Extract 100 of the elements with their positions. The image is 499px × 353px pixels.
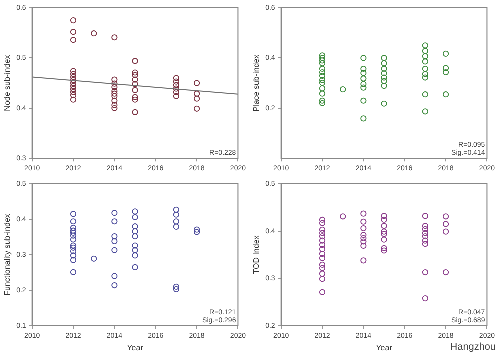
point bbox=[360, 116, 367, 122]
point bbox=[319, 100, 326, 106]
point bbox=[319, 72, 326, 80]
point bbox=[319, 246, 326, 252]
point bbox=[112, 218, 118, 225]
point bbox=[173, 93, 180, 100]
point bbox=[422, 230, 428, 236]
point bbox=[173, 89, 180, 96]
point bbox=[360, 235, 367, 242]
point bbox=[112, 98, 118, 104]
point bbox=[173, 284, 180, 290]
point bbox=[112, 233, 118, 240]
point bbox=[422, 269, 428, 276]
point bbox=[381, 228, 388, 235]
point bbox=[70, 248, 77, 254]
point bbox=[319, 289, 326, 296]
point bbox=[422, 66, 428, 72]
point bbox=[422, 42, 428, 49]
point bbox=[173, 212, 180, 218]
point bbox=[422, 233, 428, 240]
point bbox=[132, 81, 138, 88]
point bbox=[173, 206, 180, 213]
point bbox=[422, 241, 428, 248]
point bbox=[340, 214, 346, 220]
point bbox=[340, 86, 346, 93]
point bbox=[381, 70, 388, 77]
point bbox=[112, 102, 118, 108]
point bbox=[319, 276, 326, 282]
point bbox=[194, 229, 200, 236]
point bbox=[70, 92, 77, 98]
point bbox=[112, 93, 118, 100]
point bbox=[70, 257, 77, 264]
y-axis-title: Node sub-index bbox=[3, 55, 12, 112]
point bbox=[442, 92, 450, 98]
point bbox=[442, 50, 450, 57]
point bbox=[319, 226, 326, 233]
point bbox=[442, 228, 450, 235]
point bbox=[360, 238, 367, 245]
point bbox=[132, 70, 138, 76]
point bbox=[319, 255, 326, 262]
point bbox=[319, 230, 326, 236]
point bbox=[70, 218, 77, 225]
point bbox=[422, 53, 428, 60]
point bbox=[132, 76, 138, 83]
point bbox=[422, 223, 428, 230]
point bbox=[442, 69, 450, 76]
point bbox=[70, 211, 77, 218]
point bbox=[319, 86, 326, 92]
point bbox=[132, 233, 138, 240]
point bbox=[91, 30, 98, 37]
point bbox=[319, 233, 326, 240]
point bbox=[132, 87, 138, 94]
point bbox=[112, 238, 118, 245]
point bbox=[132, 247, 138, 254]
point bbox=[70, 96, 77, 103]
point bbox=[381, 216, 388, 224]
point bbox=[381, 83, 388, 90]
point bbox=[381, 55, 388, 62]
point bbox=[70, 269, 77, 276]
point bbox=[194, 90, 200, 97]
y-axis-title: Functionality sub-index bbox=[3, 214, 12, 296]
point bbox=[319, 90, 326, 97]
point bbox=[360, 70, 367, 76]
point bbox=[112, 80, 118, 87]
point bbox=[422, 48, 428, 54]
point bbox=[422, 92, 428, 98]
point bbox=[70, 68, 77, 74]
point bbox=[173, 86, 180, 92]
point bbox=[381, 60, 388, 67]
point bbox=[381, 100, 388, 107]
point bbox=[112, 34, 118, 41]
point bbox=[173, 218, 180, 225]
point bbox=[360, 98, 367, 104]
point bbox=[173, 224, 180, 230]
point bbox=[319, 220, 326, 226]
point bbox=[360, 225, 367, 232]
point bbox=[194, 96, 200, 102]
point bbox=[132, 252, 138, 259]
point bbox=[381, 78, 388, 84]
point bbox=[70, 71, 77, 78]
point bbox=[173, 286, 180, 292]
point bbox=[112, 210, 118, 216]
point bbox=[132, 214, 138, 220]
point bbox=[70, 228, 77, 234]
point bbox=[194, 80, 200, 86]
point bbox=[360, 84, 367, 91]
point bbox=[360, 81, 367, 88]
point bbox=[132, 264, 138, 270]
point bbox=[360, 258, 367, 264]
point bbox=[194, 226, 200, 233]
point bbox=[319, 66, 326, 72]
point bbox=[422, 238, 428, 244]
y-axis-title: Place sub-index bbox=[252, 54, 262, 112]
point bbox=[360, 66, 367, 72]
point bbox=[319, 270, 326, 277]
point bbox=[360, 210, 367, 217]
point bbox=[194, 106, 200, 112]
point bbox=[381, 74, 388, 81]
point bbox=[112, 88, 118, 94]
point bbox=[132, 72, 138, 78]
